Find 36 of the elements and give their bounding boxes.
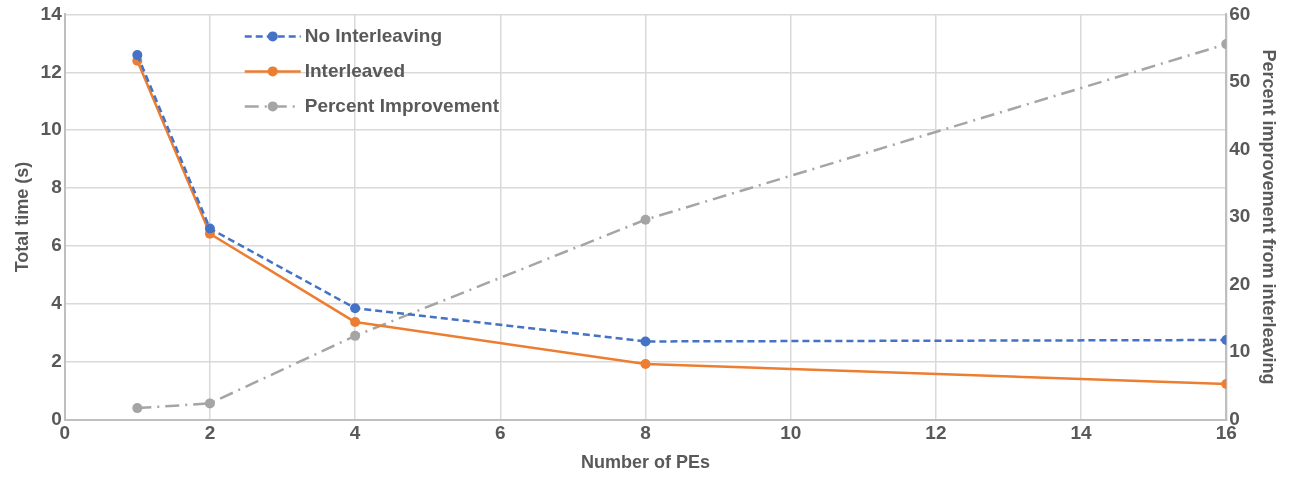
legend-label: Interleaved (304, 59, 406, 81)
legend-label: Percent Improvement (304, 94, 500, 116)
y-tick-label: 10 (40, 118, 62, 140)
x-tick-label: 10 (780, 422, 802, 444)
y-tick-label: 4 (51, 292, 63, 314)
point (132, 403, 143, 414)
y2-tick-label: 10 (1229, 340, 1251, 362)
x-tick-label: 8 (640, 422, 651, 444)
x-tick-label: 4 (349, 422, 361, 444)
point (132, 49, 143, 60)
x-tick-label: 6 (495, 422, 506, 444)
point (350, 330, 361, 341)
point (640, 359, 651, 370)
point (350, 317, 361, 328)
y2-tick-label: 50 (1229, 70, 1251, 92)
point (204, 398, 215, 409)
legend-label: No Interleaving (304, 24, 442, 46)
y2-tick-label: 20 (1229, 272, 1251, 294)
y2-tick-label: 30 (1229, 205, 1251, 227)
y-tick-label: 6 (51, 234, 62, 256)
x-tick-label: 14 (1070, 422, 1093, 444)
x-tick-label: 12 (925, 422, 947, 444)
y2-tick-label: 60 (1229, 2, 1251, 24)
y2-axis-title: Percent improvement from interleaving (1259, 49, 1280, 385)
y-tick-label: 2 (51, 349, 62, 371)
y2-tick-label: 40 (1229, 137, 1251, 159)
point (640, 336, 651, 347)
y-tick-label: 14 (40, 2, 63, 24)
y-axis-title: Total time (s) (11, 161, 32, 273)
point (204, 223, 215, 234)
point (350, 303, 361, 314)
point (640, 214, 651, 225)
x-axis-title: Number of PEs (580, 452, 711, 473)
y-tick-label: 12 (40, 60, 62, 82)
y-tick-label: 8 (51, 176, 62, 198)
x-tick-label: 2 (204, 422, 216, 444)
